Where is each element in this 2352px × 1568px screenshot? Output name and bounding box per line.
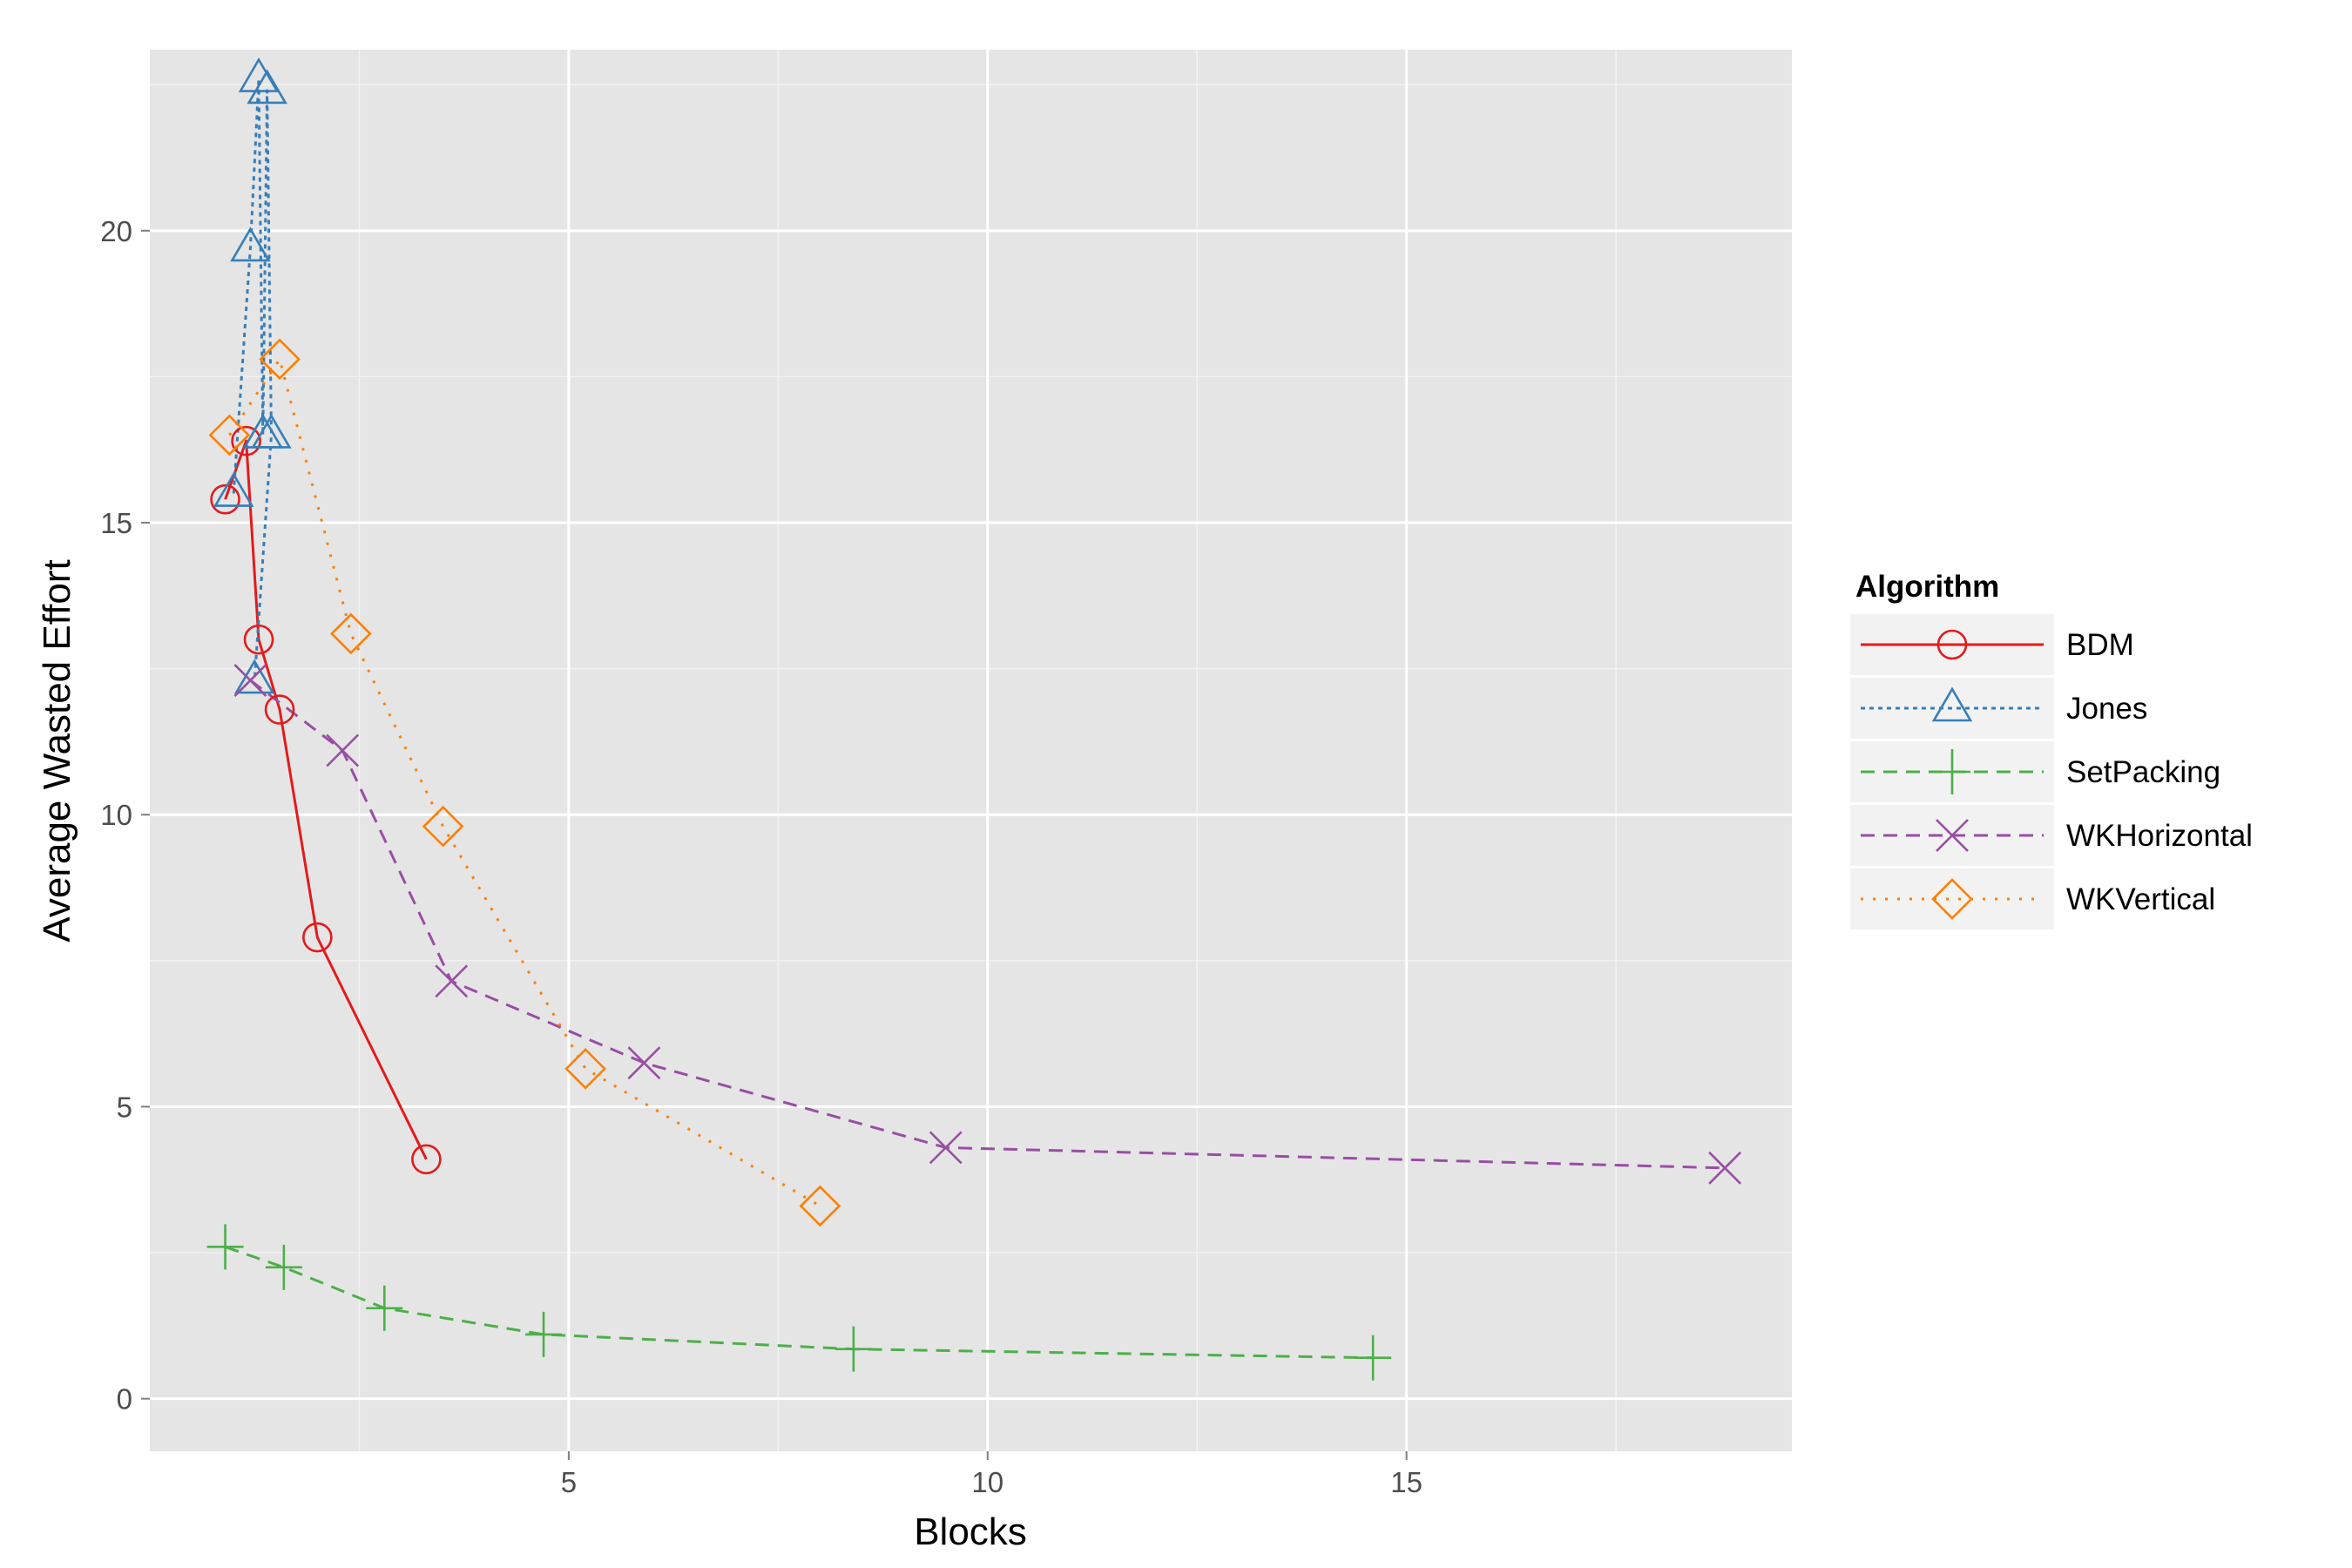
y-tick-label: 5: [117, 1091, 132, 1123]
major-gridlines: [150, 50, 1792, 1451]
data-point-jones: [251, 413, 292, 449]
data-point-wkvertical: [329, 612, 372, 655]
legend-title: Algorithm: [1855, 570, 1999, 604]
data-point-wkhorizontal: [435, 964, 469, 998]
data-point-jones: [238, 57, 280, 92]
data-point-jones: [230, 226, 271, 262]
x-tick-label: 5: [561, 1466, 577, 1498]
data-point-jones: [247, 69, 287, 105]
data-point-bdm: [210, 483, 240, 515]
legend-label-jones: Jones: [2066, 692, 2147, 726]
data-point-wkhorizontal: [326, 733, 360, 767]
x-axis-title: Blocks: [914, 1511, 1027, 1553]
data-point-wkhorizontal: [627, 1046, 661, 1080]
legend-marker-jones: [1931, 686, 1973, 722]
data-point-setpacking: [366, 1285, 403, 1331]
data-point-jones: [213, 471, 254, 507]
legend-marker-wkvertical: [1931, 878, 1973, 920]
y-tick-label: 10: [100, 799, 132, 831]
data-point-wkvertical: [259, 338, 301, 381]
tick-labels: 5 10 15 0 5 10 15 20: [100, 215, 1423, 1498]
legend: Algorithm BDM Jones SetPacking WKHorizontal…: [1850, 570, 2253, 929]
axis-ticks: [141, 229, 1408, 1460]
data-point-bdm: [243, 624, 274, 655]
series-line-wkvertical: [228, 357, 821, 1207]
data-point-wkvertical: [422, 805, 464, 848]
data-point-setpacking: [1355, 1335, 1392, 1381]
data-point-wkvertical: [208, 414, 251, 456]
y-tick-label: 15: [100, 507, 132, 539]
series-line-wkhorizontal: [249, 679, 1726, 1170]
legend-marker-wkhorizontal: [1936, 819, 1969, 852]
minor-gridlines: [150, 50, 1792, 1451]
data-point-bdm: [264, 694, 295, 725]
legend-label-wkhorizontal: WKHorizontal: [2066, 819, 2253, 853]
series-line-bdm: [224, 439, 428, 1160]
legend-label-setpacking: SetPacking: [2066, 755, 2220, 789]
y-tick-label: 20: [100, 215, 132, 247]
series-line-setpacking: [225, 1245, 1374, 1360]
series-markers: [206, 57, 1741, 1381]
data-point-wkhorizontal: [929, 1131, 963, 1165]
data-point-setpacking: [835, 1326, 872, 1372]
x-tick-label: 10: [971, 1466, 1004, 1498]
series-line-jones: [232, 78, 273, 681]
data-point-wkhorizontal: [1708, 1151, 1741, 1185]
data-point-setpacking: [525, 1311, 563, 1357]
legend-marker-setpacking: [1934, 749, 1970, 794]
panel-background: [150, 50, 1792, 1451]
legend-marker-bdm: [1936, 629, 1968, 660]
data-point-setpacking: [265, 1244, 302, 1290]
data-point-bdm: [411, 1144, 442, 1175]
legend-label-bdm: BDM: [2066, 628, 2134, 662]
data-point-setpacking: [206, 1224, 244, 1270]
series-lines: [224, 78, 1726, 1360]
data-point-bdm: [231, 425, 261, 456]
data-point-bdm: [302, 922, 333, 953]
data-point-wkhorizontal: [233, 664, 267, 697]
y-axis-title: Average Wasted Effort: [36, 559, 78, 942]
data-point-wkvertical: [564, 1048, 606, 1090]
x-tick-label: 15: [1390, 1466, 1423, 1498]
legend-key-wkvertical: [1850, 868, 2054, 929]
legend-label-wkvertical: WKVertical: [2066, 882, 2215, 916]
y-tick-label: 0: [117, 1383, 132, 1416]
data-point-wkvertical: [799, 1185, 841, 1227]
